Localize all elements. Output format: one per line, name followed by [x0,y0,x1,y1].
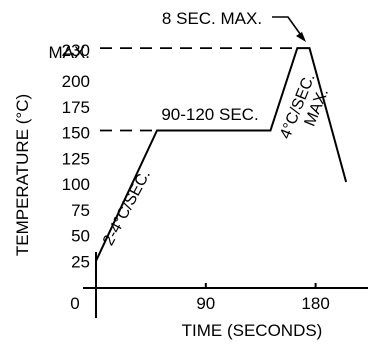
annotation-soak-time: 90-120 SEC. [161,105,258,124]
annotations: 2-4°C/SEC.90-120 SEC. 4°C/SEC.MAX.8 SEC. … [100,9,332,248]
annotation-leader-line [272,16,304,39]
y-axis-label: TEMPERATURE (°C) [13,94,32,256]
y-axis: 25 50 75 100 125 150 175 200 230 [62,41,97,318]
series-0-line [95,47,348,262]
y-tick-label-0: 25 [71,252,90,271]
x-tick-label-1: 90 [196,294,215,313]
series-group [95,47,348,262]
x-axis: 0 90 180 [70,283,368,313]
y-tick-label-8: 230 [62,41,90,60]
x-tick-label-0: 0 [70,294,79,313]
y-tick-label-7: 200 [62,72,90,91]
x-tick-label-2: 180 [301,294,329,313]
annotation-arrowhead [296,32,306,42]
y-tick-label-4: 125 [62,149,90,168]
y-tick-label-1: 50 [71,227,90,246]
y-max-label: MAX. [48,43,90,62]
y-tick-label-6: 175 [62,98,90,117]
y-tick-label-2: 75 [71,201,90,220]
x-axis-label: TIME (SECONDS) [182,321,323,340]
y-tick-label-3: 100 [62,175,90,194]
reference-lines [100,47,298,132]
annotation-peak-time: 8 SEC. MAX. [162,9,262,28]
annotation-ramp-rate: 2-4°C/SEC. [100,167,154,248]
y-tick-label-5: 150 [62,124,90,143]
